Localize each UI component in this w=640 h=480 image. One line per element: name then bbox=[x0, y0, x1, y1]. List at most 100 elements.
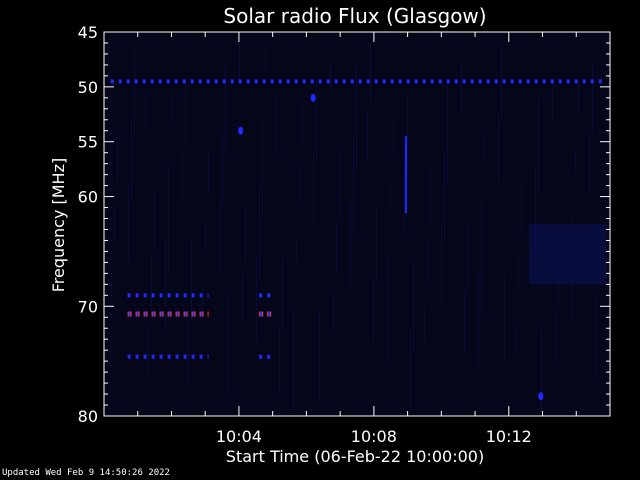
texture-streak bbox=[242, 274, 243, 322]
texture-streak bbox=[265, 47, 266, 72]
texture-streak bbox=[478, 272, 479, 372]
texture-streak bbox=[228, 294, 229, 392]
texture-streak bbox=[171, 99, 172, 122]
texture-streak bbox=[134, 46, 135, 142]
texture-streak bbox=[370, 44, 371, 102]
texture-streak bbox=[165, 237, 166, 332]
texture-streak bbox=[245, 205, 246, 262]
y-tick-label: 45 bbox=[78, 23, 98, 42]
texture-streak bbox=[501, 45, 502, 122]
plot-area bbox=[104, 32, 610, 416]
texture-streak bbox=[202, 290, 203, 312]
texture-streak bbox=[467, 223, 468, 292]
texture-streak bbox=[282, 258, 283, 332]
texture-streak bbox=[464, 292, 465, 352]
texture-streak bbox=[595, 293, 596, 372]
texture-streak bbox=[521, 187, 522, 232]
noise-region bbox=[529, 224, 607, 285]
texture-streak bbox=[518, 256, 519, 292]
texture-streak bbox=[111, 273, 112, 302]
texture-streak bbox=[461, 61, 462, 112]
texture-streak bbox=[219, 201, 220, 272]
texture-streak bbox=[296, 238, 297, 262]
y-axis-label: Frequency [MHz] bbox=[49, 158, 68, 292]
texture-streak bbox=[373, 275, 374, 342]
texture-streak bbox=[262, 116, 263, 222]
chart-title: Solar radio Flux (Glasgow) bbox=[223, 4, 486, 28]
texture-streak bbox=[538, 98, 539, 192]
spectrum-texture bbox=[108, 42, 596, 414]
plot-frame bbox=[103, 31, 611, 417]
texture-streak bbox=[239, 43, 240, 82]
x-axis-label: Start Time (06-Feb-22 10:00:00) bbox=[226, 447, 484, 466]
texture-streak bbox=[427, 239, 428, 282]
texture-streak bbox=[333, 291, 334, 332]
texture-streak bbox=[504, 276, 505, 362]
texture-streak bbox=[413, 259, 414, 352]
y-tick-label: 55 bbox=[78, 133, 98, 152]
texture-streak bbox=[188, 310, 189, 382]
texture-streak bbox=[350, 202, 351, 292]
texture-streak bbox=[313, 149, 314, 222]
texture-streak bbox=[117, 135, 118, 182]
texture-streak bbox=[552, 78, 553, 122]
texture-streak bbox=[256, 254, 257, 342]
texture-streak bbox=[441, 219, 442, 302]
texture-streak bbox=[481, 203, 482, 312]
texture-streak bbox=[336, 222, 337, 272]
texture-streak bbox=[208, 152, 209, 192]
texture-streak bbox=[407, 97, 408, 172]
texture-streak bbox=[387, 255, 388, 362]
y-tick-label: 70 bbox=[78, 297, 98, 316]
texture-streak bbox=[302, 100, 303, 142]
texture-streak bbox=[145, 95, 146, 132]
texture-streak bbox=[205, 221, 206, 252]
texture-streak bbox=[535, 167, 536, 252]
texture-streak bbox=[108, 42, 109, 62]
texture-streak bbox=[168, 168, 169, 272]
texture-streak bbox=[410, 328, 411, 412]
texture-streak bbox=[404, 166, 405, 232]
texture-streak bbox=[444, 150, 445, 242]
texture-streak bbox=[185, 79, 186, 142]
texture-streak bbox=[367, 113, 368, 162]
texture-streak bbox=[128, 184, 129, 262]
y-tick-label: 50 bbox=[78, 78, 98, 97]
texture-streak bbox=[353, 133, 354, 232]
texture-streak bbox=[592, 62, 593, 132]
y-tick-label: 80 bbox=[78, 407, 98, 426]
texture-streak bbox=[225, 63, 226, 152]
burst-blob bbox=[310, 93, 316, 102]
texture-streak bbox=[222, 132, 223, 212]
texture-streak bbox=[589, 131, 590, 192]
burst-blob bbox=[238, 126, 244, 135]
texture-streak bbox=[279, 327, 280, 392]
texture-streak bbox=[541, 329, 542, 414]
x-tick-label: 10:12 bbox=[486, 427, 532, 446]
texture-streak bbox=[154, 188, 155, 252]
texture-streak bbox=[376, 206, 377, 282]
texture-streak bbox=[575, 151, 576, 172]
x-tick-label: 10:08 bbox=[351, 427, 397, 446]
texture-streak bbox=[191, 241, 192, 322]
texture-streak bbox=[424, 308, 425, 342]
texture-streak bbox=[114, 204, 115, 242]
texture-streak bbox=[484, 134, 485, 162]
texture-streak bbox=[151, 257, 152, 312]
x-tick-label: 10:04 bbox=[216, 427, 262, 446]
texture-streak bbox=[515, 325, 516, 352]
texture-streak bbox=[356, 64, 357, 172]
texture-streak bbox=[131, 115, 132, 202]
texture-streak bbox=[393, 117, 394, 152]
texture-streak bbox=[498, 114, 499, 182]
burst-blob bbox=[538, 392, 544, 401]
axes: 45 50 55 60 70 80 10:04 10:08 10:12 bbox=[78, 23, 610, 446]
texture-streak bbox=[259, 185, 260, 282]
texture-streak bbox=[447, 81, 448, 182]
texture-streak bbox=[339, 153, 340, 212]
texture-streak bbox=[182, 148, 183, 202]
texture-streak bbox=[555, 309, 556, 362]
texture-streak bbox=[316, 80, 317, 162]
texture-streak bbox=[276, 96, 277, 152]
texture-streak bbox=[390, 186, 391, 212]
